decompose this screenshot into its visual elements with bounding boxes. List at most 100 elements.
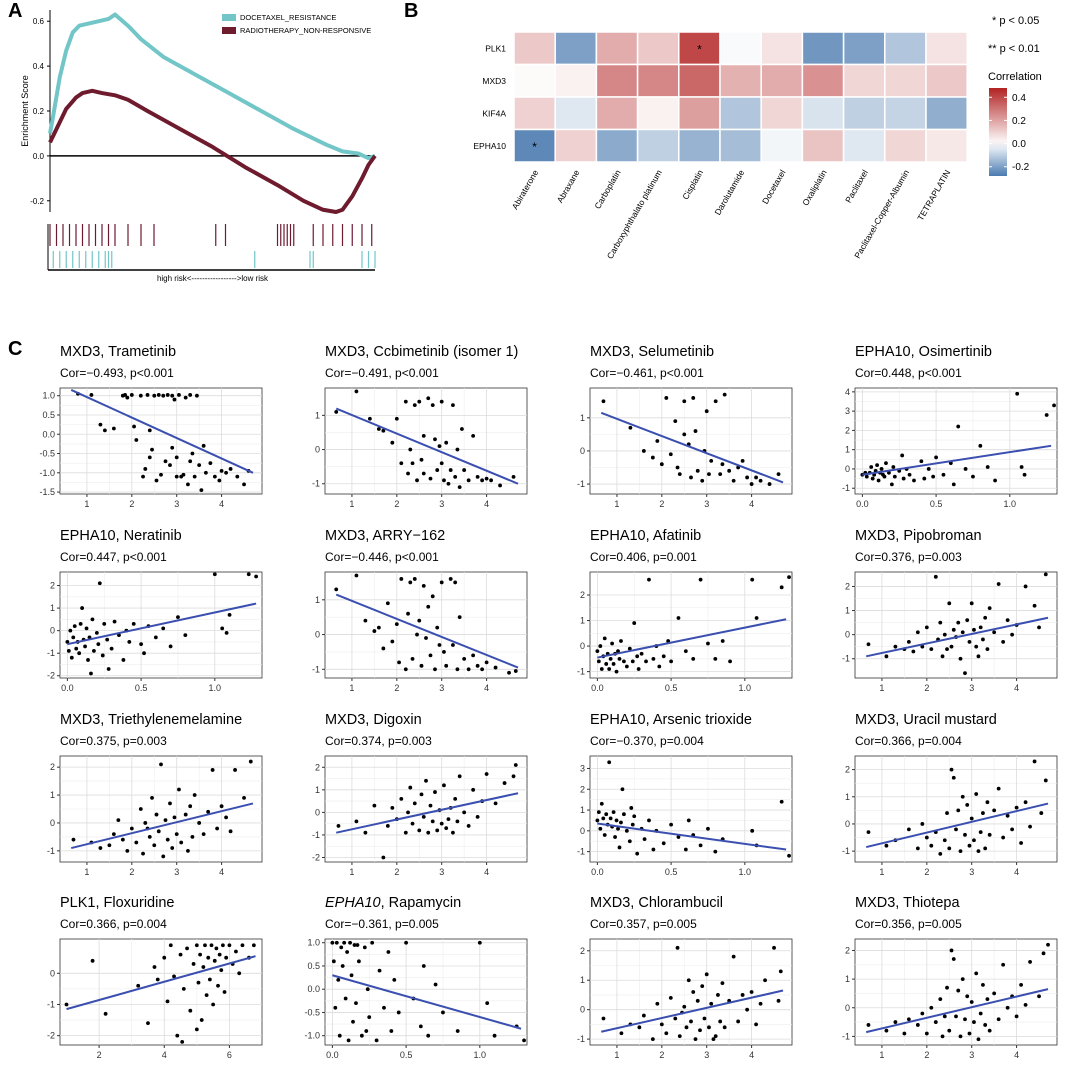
scatter-point	[915, 1023, 920, 1027]
scatter-point	[112, 619, 117, 624]
scatter-point	[477, 940, 482, 945]
scatter-point	[227, 612, 232, 617]
scatter-point	[203, 470, 208, 475]
scatter-point	[657, 664, 662, 669]
scatter-point	[403, 399, 408, 404]
scatter-point	[686, 978, 691, 983]
scatter-y-tick-label: 1	[580, 805, 585, 815]
scatter-point	[1010, 827, 1015, 832]
scatter-point	[978, 625, 983, 630]
scatter-y-tick-label: 2	[580, 946, 585, 956]
scatter-point	[363, 830, 368, 835]
scatter-point	[125, 395, 130, 400]
scatter-point	[881, 472, 885, 477]
heatmap-row-label: MXD3	[482, 76, 506, 86]
scatter-point	[893, 1020, 898, 1024]
scatter-x-tick-label: 4	[749, 1050, 754, 1060]
scatter-point	[390, 805, 395, 810]
scatter-y-tick-label: 3	[580, 763, 585, 773]
scatter-point	[426, 396, 431, 401]
scatter-point	[183, 812, 188, 817]
scatter-point	[754, 616, 759, 620]
scatter-point	[237, 971, 242, 976]
scatter-point	[607, 760, 612, 765]
scatter-point	[711, 1037, 716, 1042]
scatter-y-tick-label: 1	[315, 410, 320, 420]
scatter-point	[90, 617, 95, 622]
gsea-legend-swatch	[222, 14, 236, 21]
scatter-point	[406, 611, 410, 616]
scatter-point	[938, 620, 943, 625]
scatter-y-tick-label: 0	[845, 819, 850, 829]
scatter-point	[978, 443, 983, 448]
scatter-point	[154, 812, 159, 817]
scatter-point	[197, 821, 202, 825]
scatter-point	[915, 630, 920, 635]
heatmap-cell	[513, 31, 556, 66]
scatter-point	[179, 840, 184, 845]
scatter-point	[484, 772, 489, 776]
scatter-point	[1019, 465, 1024, 469]
scatter-point	[684, 1025, 689, 1030]
scatter-y-tick-label: -1	[577, 479, 585, 489]
scatter-x-tick-label: 1.0	[739, 683, 752, 693]
scatter-point	[96, 642, 101, 647]
scatter-panel-border	[324, 571, 528, 679]
scatter-point	[750, 828, 755, 833]
scatter-y-tick-label: -1	[47, 846, 55, 856]
scatter-point	[664, 1031, 669, 1036]
scatter-point	[227, 943, 232, 948]
scatter-point	[698, 577, 703, 582]
scatter-regression-line	[865, 988, 1049, 1034]
scatter-point	[720, 639, 725, 643]
heatmap-cell	[595, 128, 639, 163]
scatter-point	[611, 662, 616, 666]
scatter-point	[647, 577, 651, 582]
scatter-correlation: Cor=0.357, p=0.005	[590, 917, 697, 931]
scatter-point	[174, 455, 179, 460]
scatter-point	[364, 1029, 369, 1033]
scatter-point	[390, 639, 395, 644]
scatter-point	[354, 573, 359, 578]
scatter-title: MXD3, Selumetinib	[590, 344, 715, 360]
scatter-point	[595, 649, 600, 654]
scatter-y-tick-label: 2	[845, 581, 850, 591]
heatmap-cell	[719, 63, 762, 98]
heatmap-column-label: Cisplatin	[680, 168, 705, 201]
heatmap-column-label: Abiraterone	[510, 168, 541, 211]
scatter-regression-line	[597, 822, 787, 851]
scatter-point	[1001, 962, 1006, 967]
scatter-point	[421, 584, 426, 588]
heatmap-row-label: KIF4A	[482, 108, 506, 118]
scatter-point	[1023, 1002, 1028, 1007]
scatter-regression-line	[67, 602, 257, 646]
scatter-point	[713, 656, 718, 661]
scatter-point	[183, 395, 188, 400]
scatter-x-tick-label: 0.0	[591, 867, 604, 877]
scatter-point	[410, 461, 415, 466]
scatter-point	[191, 962, 196, 966]
scatter-x-tick-label: 1.0	[739, 867, 752, 877]
scatter-point	[876, 478, 881, 483]
scatter-point	[212, 474, 217, 479]
scatter-y-tick-label: -1	[842, 654, 850, 664]
scatter-x-tick-label: 1	[84, 499, 89, 509]
heatmap-legend-sig1: * p < 0.05	[992, 15, 1039, 27]
scatter-y-tick-label: -1	[842, 483, 850, 493]
scatter-panel-s9: MXD3, Triethylenemelamine Cor=0.375, p=0.…	[30, 712, 290, 890]
scatter-y-tick-label: 1	[315, 595, 320, 605]
scatter-point	[453, 580, 458, 585]
scatter-point	[161, 854, 166, 859]
scatter-point	[1023, 584, 1028, 589]
scatter-point	[602, 833, 607, 837]
scatter-point	[362, 945, 367, 950]
scatter-point	[613, 835, 617, 839]
scatter-point	[920, 822, 925, 826]
scatter-point	[599, 801, 604, 806]
scatter-point	[750, 577, 755, 582]
scatter-point	[924, 1031, 929, 1036]
scatter-point	[382, 1005, 386, 1010]
scatter-point	[337, 1033, 342, 1038]
scatter-x-tick-label: 0.5	[665, 683, 678, 693]
scatter-point	[987, 1028, 992, 1033]
